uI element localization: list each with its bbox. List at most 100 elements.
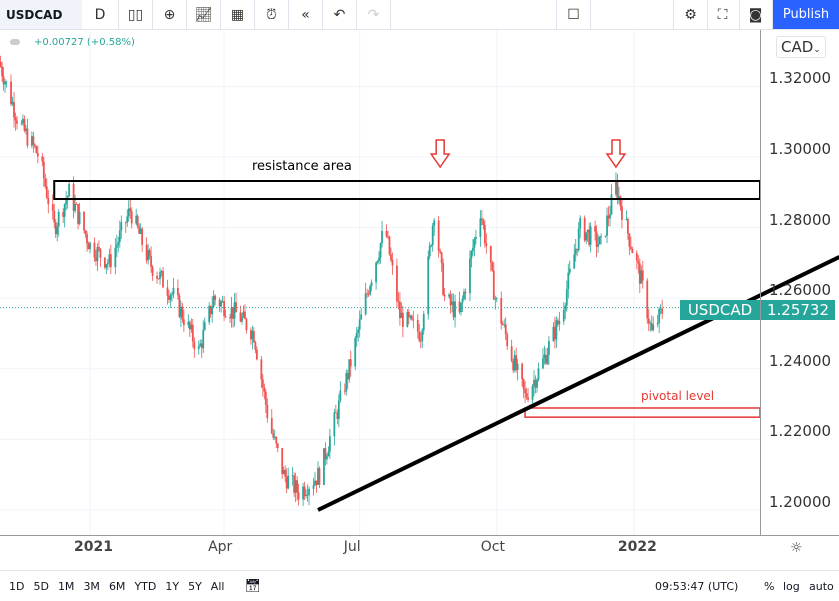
candle-body	[282, 469, 285, 474]
candle-body	[145, 244, 148, 261]
range-all[interactable]: All	[210, 579, 225, 593]
candle-body	[159, 272, 161, 279]
range-5y[interactable]: 5Y	[188, 579, 202, 593]
candle-body	[41, 156, 44, 162]
goto-date-icon[interactable]: 📅︎	[244, 578, 261, 594]
indicators-icon[interactable]: 📈︎	[187, 0, 221, 29]
candle-body	[263, 387, 266, 392]
candle-body	[323, 448, 325, 485]
candle-body	[188, 321, 191, 330]
candle-body	[35, 146, 38, 154]
candle-body	[326, 456, 328, 460]
undo-icon[interactable]: ↶	[323, 0, 357, 29]
candle-body	[565, 289, 568, 306]
auto-toggle[interactable]: auto	[809, 579, 834, 593]
fullscreen-icon[interactable]: ⛶	[706, 0, 740, 29]
candle-body	[506, 334, 509, 347]
add-indicator-icon[interactable]: ⊕	[153, 0, 187, 29]
candle-body	[337, 400, 340, 419]
candle-body	[312, 485, 315, 489]
percent-toggle[interactable]: %	[764, 579, 775, 593]
candle-body	[402, 312, 404, 327]
rectangle-icon[interactable]: ☐	[556, 0, 591, 29]
candle-body	[536, 379, 538, 388]
candle-body	[318, 468, 321, 485]
candle-body	[177, 287, 179, 296]
alert-icon[interactable]: ⏰︎	[255, 0, 289, 29]
candle-body	[427, 256, 430, 315]
candle-body	[458, 301, 461, 313]
candle-body	[72, 183, 75, 211]
range-1d[interactable]: 1D	[9, 579, 25, 593]
last-price-label: 1.25732	[761, 300, 835, 320]
currency-select[interactable]: CAD⌄	[776, 36, 826, 58]
candle-body	[555, 320, 558, 340]
candle-body	[293, 475, 296, 493]
interval-button[interactable]: D	[82, 0, 119, 29]
time-axis-divider	[0, 535, 839, 536]
range-1y[interactable]: 1Y	[165, 579, 180, 593]
candle-body	[2, 76, 5, 85]
log-toggle[interactable]: log	[783, 579, 800, 593]
candle-body	[589, 226, 592, 245]
candle-body	[275, 436, 278, 444]
range-ytd[interactable]: YTD	[134, 579, 157, 593]
candle-body	[522, 379, 525, 389]
candle-body	[546, 355, 549, 364]
candle-body	[1, 66, 3, 77]
candle-body	[22, 118, 24, 124]
candle-body	[199, 343, 202, 346]
candle-body	[224, 316, 227, 318]
candle-body	[461, 299, 464, 303]
candle-body	[105, 264, 108, 268]
candle-body	[203, 322, 206, 330]
candle-body	[485, 243, 488, 246]
candle-body	[114, 247, 117, 268]
range-6m[interactable]: 6M	[108, 579, 126, 593]
candle-body	[463, 291, 465, 300]
candles-icon[interactable]: ▯▯	[119, 0, 153, 29]
candle-body	[168, 295, 170, 300]
candle-body	[442, 262, 445, 295]
candle-body	[147, 250, 150, 261]
candle-body	[162, 271, 164, 288]
layout-icon[interactable]: ▦	[221, 0, 255, 29]
candle-body	[494, 298, 497, 300]
candle-body	[13, 101, 15, 118]
range-3m[interactable]: 3M	[83, 579, 100, 593]
candle-body	[25, 128, 27, 131]
candle-body	[151, 266, 154, 276]
candle-body	[440, 252, 443, 263]
candle-body	[349, 359, 352, 367]
candle-body	[214, 295, 217, 301]
symbol-search[interactable]: USDCAD	[0, 0, 82, 29]
candle-body	[472, 247, 474, 252]
publish-button[interactable]: Publish	[773, 0, 839, 29]
range-5d[interactable]: 5D	[33, 579, 49, 593]
resistance-box	[53, 180, 762, 201]
collapse-icon[interactable]	[10, 39, 20, 45]
symbol-price-label: USDCAD	[680, 300, 760, 320]
candle-body	[305, 494, 307, 496]
candle-body	[10, 81, 12, 105]
range-1m[interactable]: 1M	[57, 579, 75, 593]
candle-body	[628, 233, 631, 247]
axis-settings-icon[interactable]: ☼	[790, 540, 803, 556]
price-chart[interactable]: resistance area pivotal level	[0, 30, 839, 535]
replay-icon[interactable]: «	[289, 0, 323, 29]
candle-body	[297, 492, 300, 500]
candle-body	[469, 258, 471, 294]
settings-icon[interactable]: ⚙	[673, 0, 708, 29]
price-axis-divider	[760, 30, 761, 535]
y-tick-label: 1.30000	[769, 140, 832, 158]
x-tick-label: 2022	[617, 539, 657, 555]
candle-body	[208, 305, 211, 323]
y-tick-label: 1.22000	[769, 422, 832, 441]
redo-icon[interactable]: ↷	[357, 0, 391, 29]
candle-body	[489, 245, 492, 263]
camera-icon[interactable]: ◙	[739, 0, 773, 29]
candle-body	[129, 208, 132, 212]
clock: 09:53:47 (UTC)	[655, 579, 739, 593]
candle-body	[51, 204, 54, 211]
candle-body	[303, 486, 306, 496]
